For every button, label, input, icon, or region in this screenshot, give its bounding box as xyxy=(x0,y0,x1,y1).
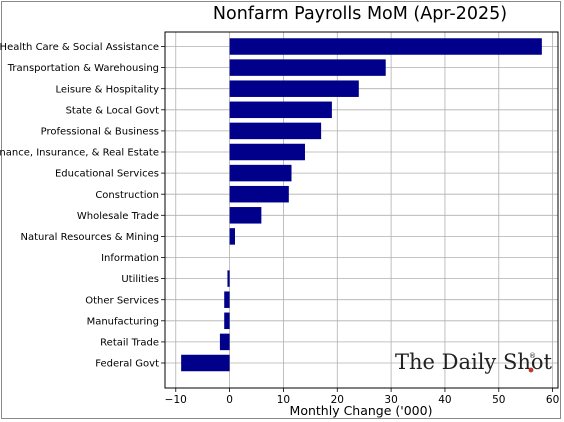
chart-title: Nonfarm Payrolls MoM (Apr-2025) xyxy=(213,4,507,24)
bars xyxy=(181,38,542,372)
category-label: Health Care & Social Assistance xyxy=(0,42,159,53)
bar xyxy=(229,207,262,224)
watermark-dot xyxy=(528,367,534,373)
bar xyxy=(229,122,322,140)
category-label: Wholesale Trade xyxy=(77,211,159,222)
bar xyxy=(229,101,332,119)
watermark-text: The Daily Shot xyxy=(395,350,553,374)
x-axis-ticks: −10 0 10 20 30 40 50 60 xyxy=(165,388,559,406)
x-tick-label: 20 xyxy=(331,394,344,406)
x-axis-label: Monthly Change ('000) xyxy=(290,403,433,418)
x-tick-label: 10 xyxy=(277,394,290,406)
category-label: Utilities xyxy=(121,274,159,285)
category-label: Finance, Insurance, & Real Estate xyxy=(0,148,159,159)
bar xyxy=(229,59,386,76)
watermark-registered-mark: ® xyxy=(529,352,536,360)
category-label: Professional & Business xyxy=(41,127,159,138)
category-label: Federal Govt xyxy=(95,359,159,370)
bar xyxy=(227,270,230,287)
category-label: Manufacturing xyxy=(87,316,159,327)
category-labels: Health Care & Social Assistance Transport… xyxy=(0,42,165,370)
x-tick-label: 0 xyxy=(226,394,233,406)
category-label: Other Services xyxy=(85,295,159,306)
category-label: Information xyxy=(101,253,159,264)
bar xyxy=(181,354,230,372)
bar xyxy=(219,333,230,351)
x-tick-label: 60 xyxy=(546,394,559,406)
bar xyxy=(229,185,289,203)
bar xyxy=(229,164,292,182)
x-tick-label: −10 xyxy=(165,394,187,406)
bar xyxy=(229,143,305,161)
category-label: Natural Resources & Mining xyxy=(21,232,160,243)
x-tick-label: 50 xyxy=(492,394,505,406)
category-label: Retail Trade xyxy=(100,338,159,349)
bar xyxy=(224,291,230,308)
category-label: Transportation & Warehousing xyxy=(7,63,159,74)
category-label: Construction xyxy=(95,190,159,201)
x-tick-label: 40 xyxy=(438,394,451,406)
bar xyxy=(229,38,542,55)
bar xyxy=(224,312,230,330)
plot-area xyxy=(164,31,559,389)
x-tick-label: 30 xyxy=(384,394,397,406)
bar xyxy=(229,228,235,245)
bar xyxy=(229,80,359,97)
category-label: State & Local Govt xyxy=(66,105,160,116)
category-label: Educational Services xyxy=(55,169,159,180)
watermark: The Daily Shot ® xyxy=(395,350,553,374)
category-label: Leisure & Hospitality xyxy=(56,84,160,95)
